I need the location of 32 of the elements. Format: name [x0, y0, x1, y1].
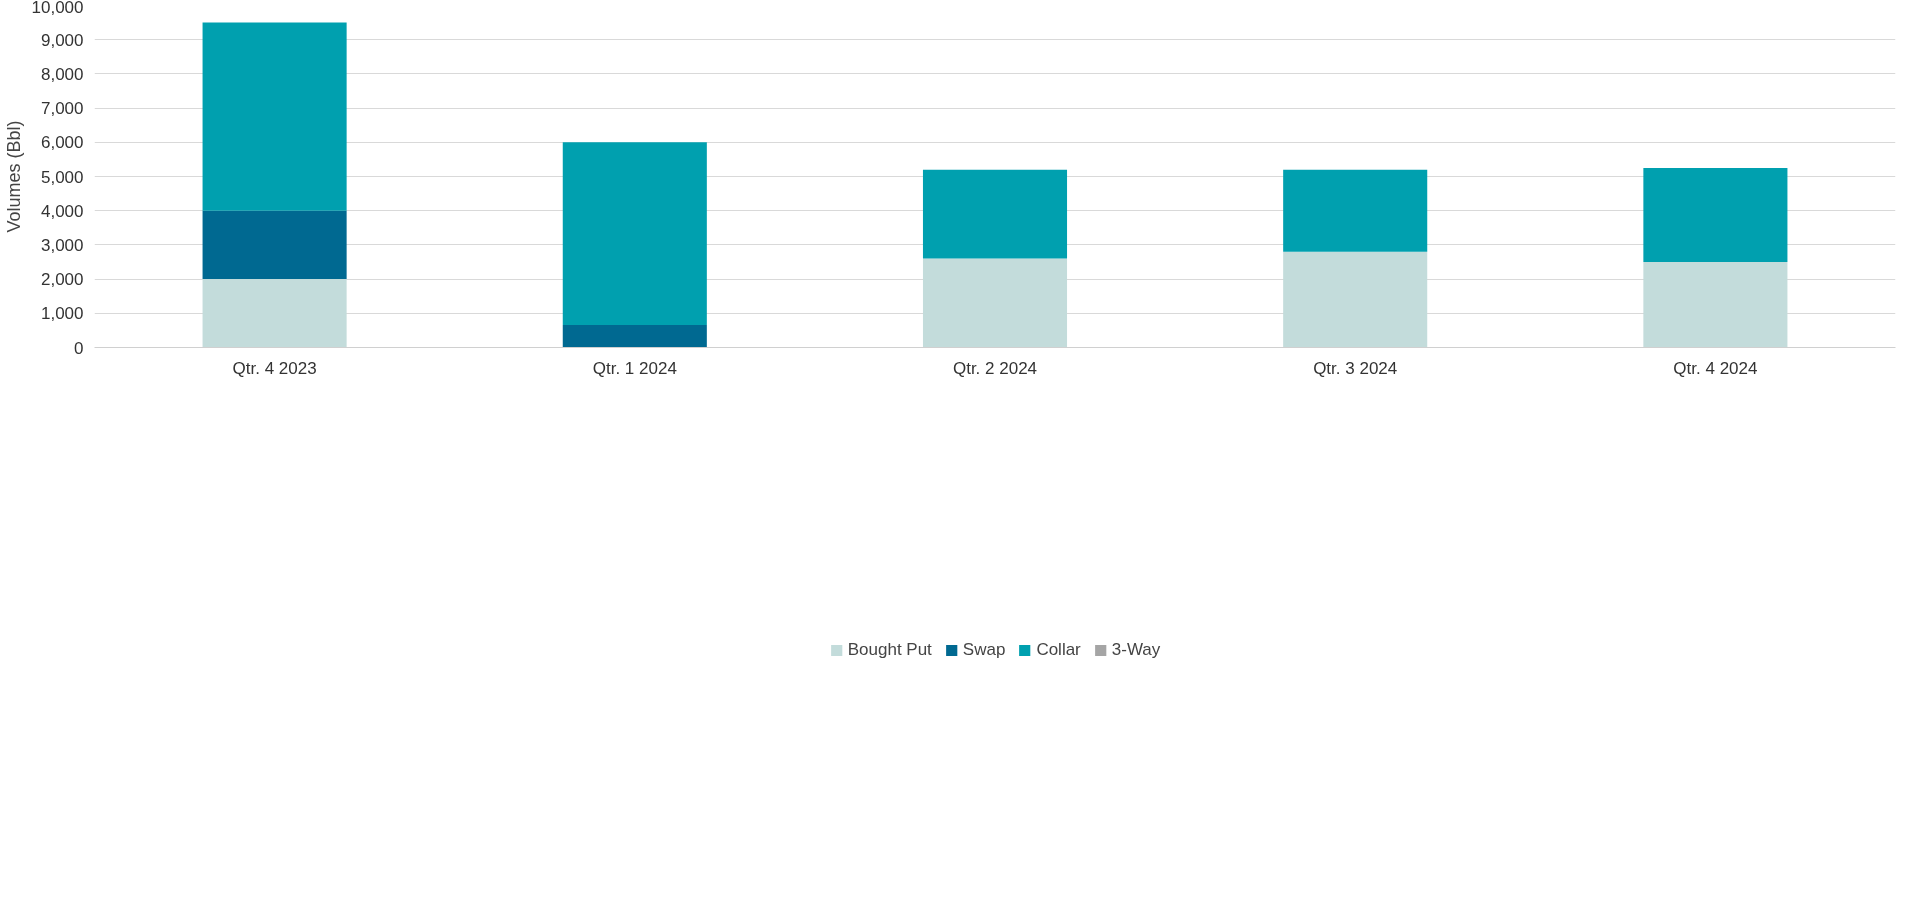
bar [922, 258, 1068, 348]
x-tick-label: Qtr. 3 2024 [1313, 358, 1398, 378]
x-tick-label: Qtr. 4 2024 [1673, 358, 1758, 378]
x-tick-label: Qtr. 2 2024 [952, 358, 1038, 378]
bar [562, 324, 707, 348]
bar [1643, 167, 1788, 262]
y-tick-label: 3,000 [40, 235, 84, 255]
y-tick-label: 10,000 [31, 0, 84, 17]
y-tick-label: 6,000 [40, 133, 84, 153]
y-tick-label: 1,000 [40, 304, 84, 324]
bar [202, 22, 347, 211]
x-tick-label: Qtr. 1 2024 [592, 358, 677, 378]
y-axis-title: Volumes (Bbl) [3, 120, 24, 233]
legend-label: Swap [962, 640, 1006, 660]
bar [202, 210, 347, 280]
x-tick-label: Qtr. 4 2023 [232, 358, 317, 378]
bar [922, 169, 1068, 259]
y-tick-label: 9,000 [40, 30, 84, 50]
y-tick-label: 8,000 [40, 64, 84, 84]
bar [1283, 251, 1428, 348]
bar [1643, 262, 1788, 348]
bar [202, 279, 347, 348]
y-tick-label: 7,000 [40, 99, 84, 119]
y-tick-label: 2,000 [40, 270, 84, 290]
legend-label: 3-Way [1111, 640, 1161, 660]
legend-label: Bought Put [847, 640, 932, 660]
legend-label: Collar [1036, 640, 1081, 660]
bar [1283, 169, 1428, 252]
bar [562, 142, 707, 325]
y-tick-label: 0 [74, 338, 84, 358]
y-tick-label: 5,000 [40, 167, 84, 187]
y-tick-label: 4,000 [40, 201, 84, 221]
